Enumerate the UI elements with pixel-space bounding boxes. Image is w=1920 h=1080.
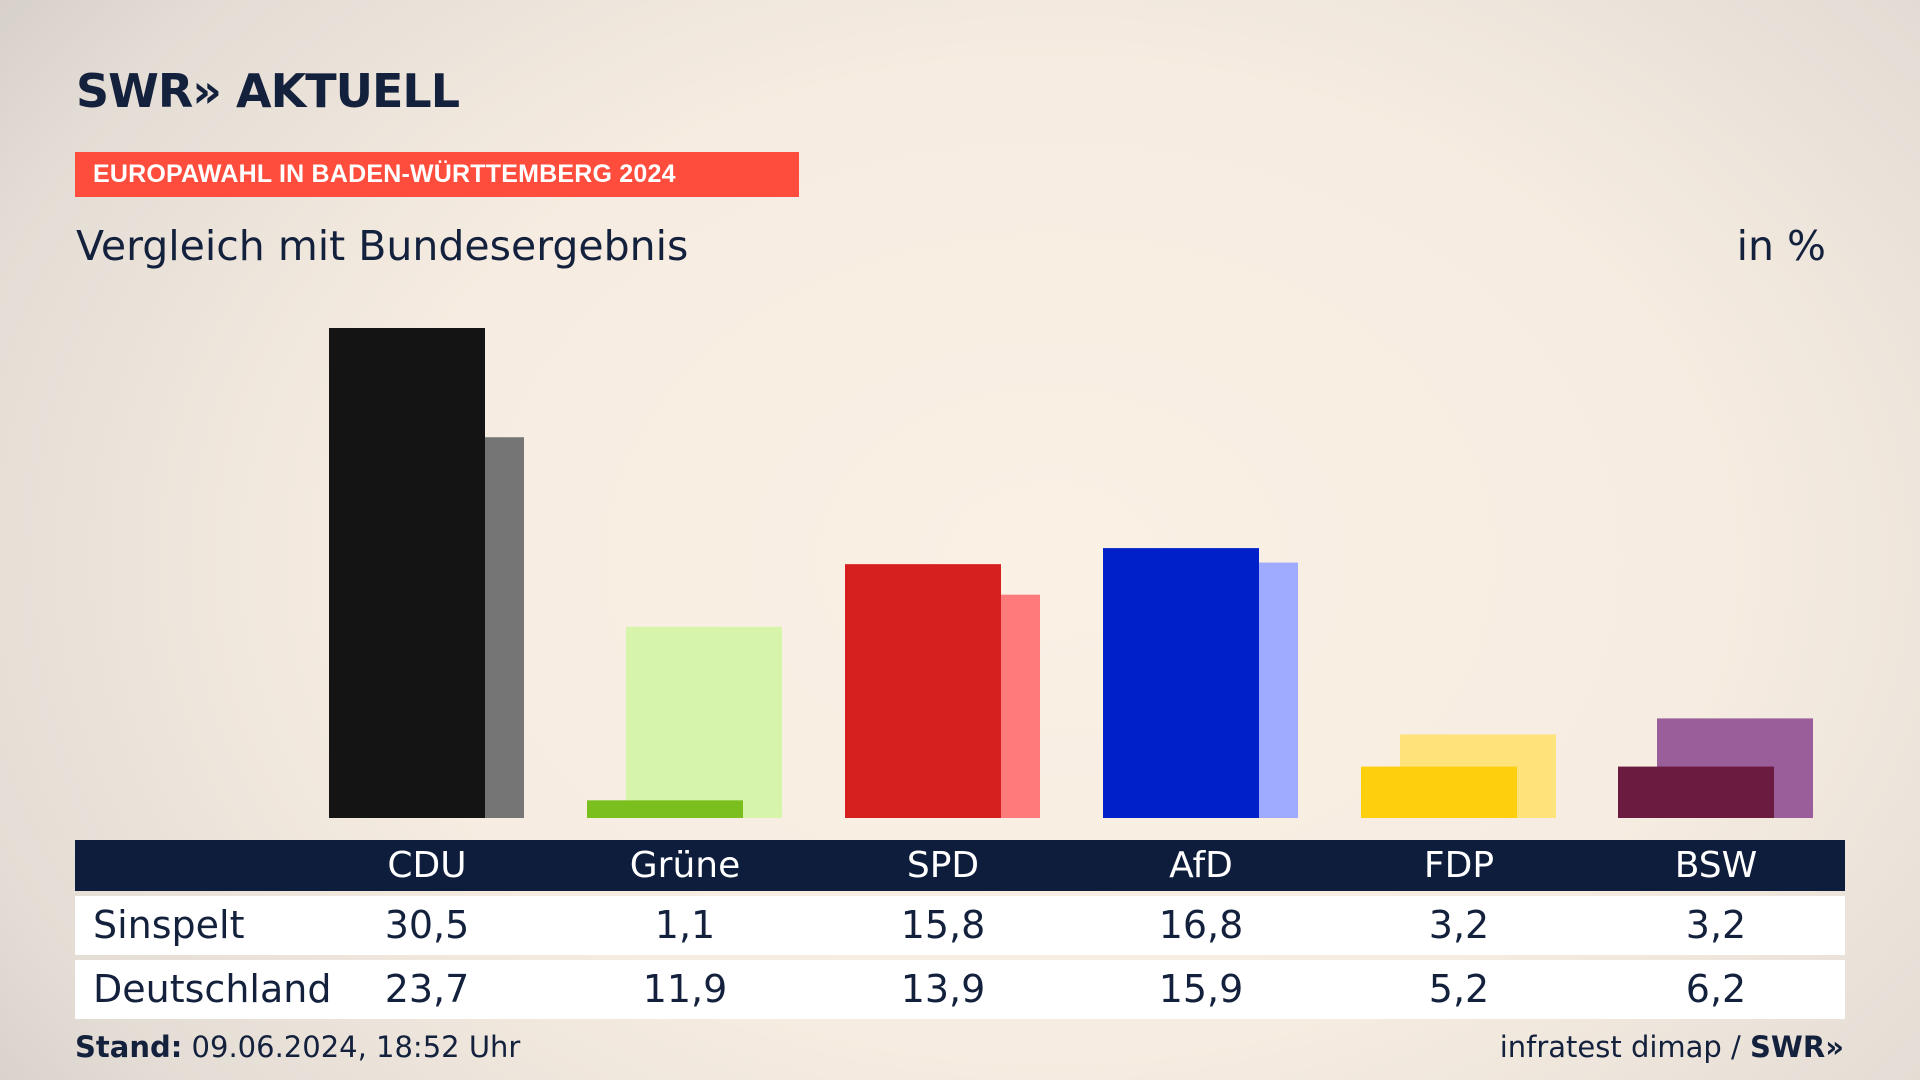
bar-sinspelt-fdp (1361, 766, 1517, 818)
bar-sinspelt-gruene (587, 800, 743, 818)
row-label-sinspelt: Sinspelt (93, 903, 245, 947)
bar-chart (329, 328, 1813, 818)
value-sinspelt-bsw: 3,2 (1685, 903, 1747, 947)
bar-sinspelt-cdu (329, 328, 485, 818)
bar-sinspelt-spd (845, 564, 1001, 818)
swr-logo-small: SWR» (1750, 1030, 1844, 1064)
bar-sinspelt-afd (1103, 548, 1259, 818)
value-sinspelt-cdu: 30,5 (384, 903, 470, 947)
swr-aktuell-logo: SWR» AKTUELL (76, 64, 460, 118)
header-spd: SPD (906, 845, 980, 886)
results-table: CDU Grüne SPD AfD FDP BSW Sinspelt 30,5 1,1 15,… (75, 840, 1845, 1019)
header-bsw: BSW (1674, 845, 1758, 886)
stand-value: 09.06.2024, 18:52 Uhr (191, 1030, 521, 1064)
source-info: infratest dimap / SWR» (1500, 1030, 1844, 1064)
value-deutschland-spd: 13,9 (900, 967, 986, 1011)
bar-sinspelt-bsw (1618, 766, 1774, 818)
header-fdp: FDP (1423, 845, 1495, 886)
header-afd: AfD (1169, 845, 1233, 886)
chart-subtitle: Vergleich mit Bundesergebnis (76, 222, 689, 270)
stand-label: Stand: (75, 1030, 183, 1064)
source-text: infratest dimap / (1499, 1030, 1741, 1064)
value-deutschland-afd: 15,9 (1158, 967, 1244, 1011)
row-label-deutschland: Deutschland (93, 967, 332, 1011)
table-header: CDU Grüne SPD AfD FDP BSW (75, 840, 1845, 891)
banner-text: EUROPAWAHL IN BADEN-WÜRTTEMBERG 2024 (93, 160, 676, 188)
table-row-sinspelt: Sinspelt 30,5 1,1 15,8 16,8 3,2 3,2 (75, 896, 1845, 955)
value-deutschland-gruene: 11,9 (642, 967, 728, 1011)
unit-label: in % (1736, 222, 1826, 270)
table-row-deutschland: Deutschland 23,7 11,9 13,9 15,9 5,2 6,2 (75, 960, 1845, 1019)
value-sinspelt-fdp: 3,2 (1428, 903, 1490, 947)
election-banner: EUROPAWAHL IN BADEN-WÜRTTEMBERG 2024 (75, 152, 799, 197)
value-deutschland-cdu: 23,7 (384, 967, 470, 1011)
value-sinspelt-afd: 16,8 (1158, 903, 1244, 947)
header-cdu: CDU (387, 845, 467, 886)
value-deutschland-bsw: 6,2 (1685, 967, 1747, 1011)
value-deutschland-fdp: 5,2 (1428, 967, 1490, 1011)
stand-info: Stand: 09.06.2024, 18:52 Uhr (75, 1030, 520, 1064)
value-sinspelt-spd: 15,8 (900, 903, 986, 947)
value-sinspelt-gruene: 1,1 (654, 903, 716, 947)
header-gruene: Grüne (629, 845, 741, 886)
bar-deutschland-gruene (626, 626, 782, 818)
